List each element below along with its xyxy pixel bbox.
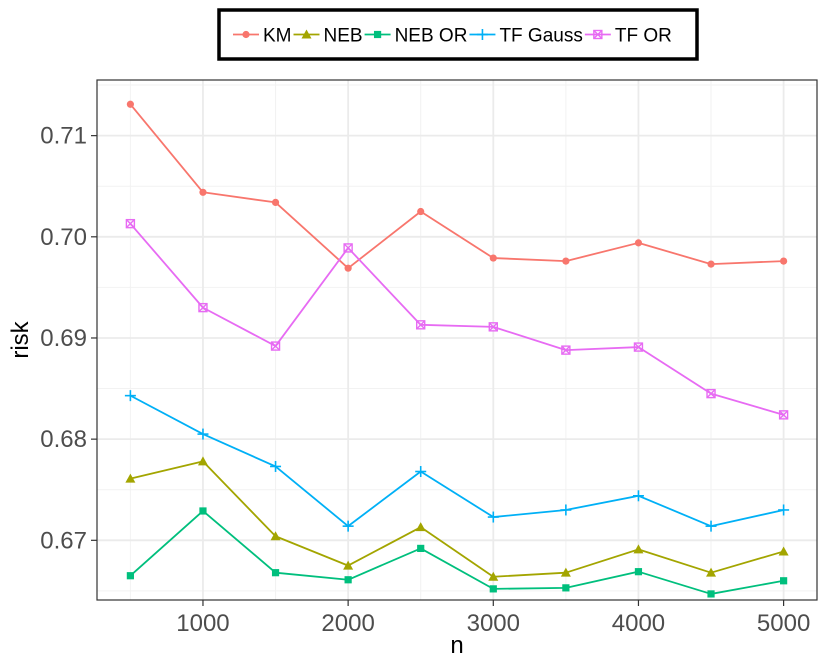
data-point-neb-or xyxy=(489,585,497,593)
y-tick-label: 0.69 xyxy=(40,325,87,352)
legend-item-neb: NEB xyxy=(293,26,363,47)
legend-item-tf-gauss: TF Gauss xyxy=(469,26,583,47)
series-neb-or xyxy=(126,507,788,598)
data-point-tf-gauss xyxy=(778,504,790,516)
data-point-km xyxy=(417,207,425,216)
x-tick-label: 4000 xyxy=(612,610,665,637)
series-line-tf-or xyxy=(129,223,784,416)
data-point-tf-gauss xyxy=(632,490,644,502)
data-point-neb-or xyxy=(199,507,207,515)
legend-item-neb-or: NEB OR xyxy=(364,26,468,47)
series-km xyxy=(126,100,788,272)
data-point-neb xyxy=(343,560,354,570)
data-point-neb-or xyxy=(707,590,715,598)
x-tick-label: 3000 xyxy=(467,610,520,637)
data-point-tf-or xyxy=(706,388,716,399)
series-line-neb-or xyxy=(129,510,784,595)
y-axis: 0.67 0.68 0.69 0.70 0.71 xyxy=(40,123,97,554)
data-point-km xyxy=(780,257,788,265)
data-point-neb xyxy=(706,567,717,577)
data-point-km xyxy=(562,257,570,265)
data-point-neb-or xyxy=(126,572,134,580)
series-tf-gauss xyxy=(124,390,790,532)
data-point-tf-or xyxy=(343,243,353,253)
series-layer xyxy=(124,100,790,598)
data-point-neb-or xyxy=(271,569,280,577)
data-point-neb xyxy=(197,456,208,466)
series-neb xyxy=(125,456,789,581)
data-point-neb xyxy=(125,473,136,483)
data-point-neb xyxy=(270,531,281,541)
data-point-km xyxy=(126,100,134,108)
legend-key-marker xyxy=(476,29,488,40)
x-tick-label: 2000 xyxy=(321,610,374,637)
data-point-tf-or xyxy=(125,218,136,229)
data-point-tf-or xyxy=(561,345,571,355)
data-point-tf-gauss xyxy=(197,428,209,440)
data-point-km xyxy=(271,198,280,207)
data-point-tf-gauss xyxy=(124,390,136,402)
legend-label: NEB xyxy=(324,26,363,47)
legend-label: TF OR xyxy=(615,26,672,47)
data-point-tf-gauss xyxy=(342,520,354,532)
legend-key-marker xyxy=(593,29,603,40)
data-point-tf-gauss xyxy=(415,466,427,478)
y-tick-label: 0.70 xyxy=(40,224,87,251)
legend-label: NEB OR xyxy=(395,26,468,47)
legend-item-tf-or: TF OR xyxy=(584,26,672,47)
data-point-neb-or xyxy=(634,568,643,576)
data-point-tf-or xyxy=(270,341,281,351)
data-point-tf-or xyxy=(198,302,208,313)
data-point-tf-gauss xyxy=(487,511,499,523)
data-point-km xyxy=(344,264,352,272)
legend-key-marker xyxy=(301,29,312,39)
series-line-tf-gauss xyxy=(129,394,784,528)
data-point-tf-or xyxy=(488,322,498,332)
data-point-tf-or xyxy=(778,410,789,420)
x-tick-label: 1000 xyxy=(176,610,229,637)
data-point-km xyxy=(634,239,643,247)
legend-label: KM xyxy=(263,26,292,47)
data-point-neb-or xyxy=(417,544,425,553)
legend-label: TF Gauss xyxy=(499,26,582,47)
x-axis-title: n xyxy=(450,632,463,659)
data-point-km xyxy=(489,254,497,262)
series-line-km xyxy=(129,103,784,270)
data-point-km xyxy=(707,260,715,268)
data-point-neb-or xyxy=(562,584,570,592)
x-axis: 1000 2000 3000 4000 5000 xyxy=(176,600,810,637)
legend-item-km: KM xyxy=(233,26,292,47)
data-point-tf-or xyxy=(416,320,426,330)
data-point-neb xyxy=(633,544,644,554)
legend-key-marker xyxy=(242,30,250,39)
data-point-neb xyxy=(488,571,499,581)
data-point-neb-or xyxy=(780,577,788,585)
y-axis-title: risk xyxy=(7,320,34,358)
legend-key-marker xyxy=(373,30,382,39)
data-point-tf-gauss xyxy=(270,460,282,472)
data-point-tf-or xyxy=(633,342,644,352)
data-point-tf-gauss xyxy=(560,504,572,516)
y-tick-label: 0.68 xyxy=(40,426,87,453)
data-point-neb xyxy=(778,546,789,556)
data-point-neb-or xyxy=(344,576,352,584)
x-tick-label: 5000 xyxy=(757,610,810,637)
legend: KM NEB NEB OR TF Gauss TF OR xyxy=(217,8,699,61)
y-tick-label: 0.67 xyxy=(40,527,87,554)
data-point-km xyxy=(199,188,207,196)
series-tf-or xyxy=(125,218,789,420)
data-point-neb xyxy=(415,522,426,532)
series-line-neb xyxy=(130,460,784,578)
y-tick-label: 0.71 xyxy=(40,123,87,150)
data-point-neb xyxy=(560,567,571,577)
plot-border xyxy=(96,79,818,601)
data-point-tf-gauss xyxy=(705,520,717,532)
